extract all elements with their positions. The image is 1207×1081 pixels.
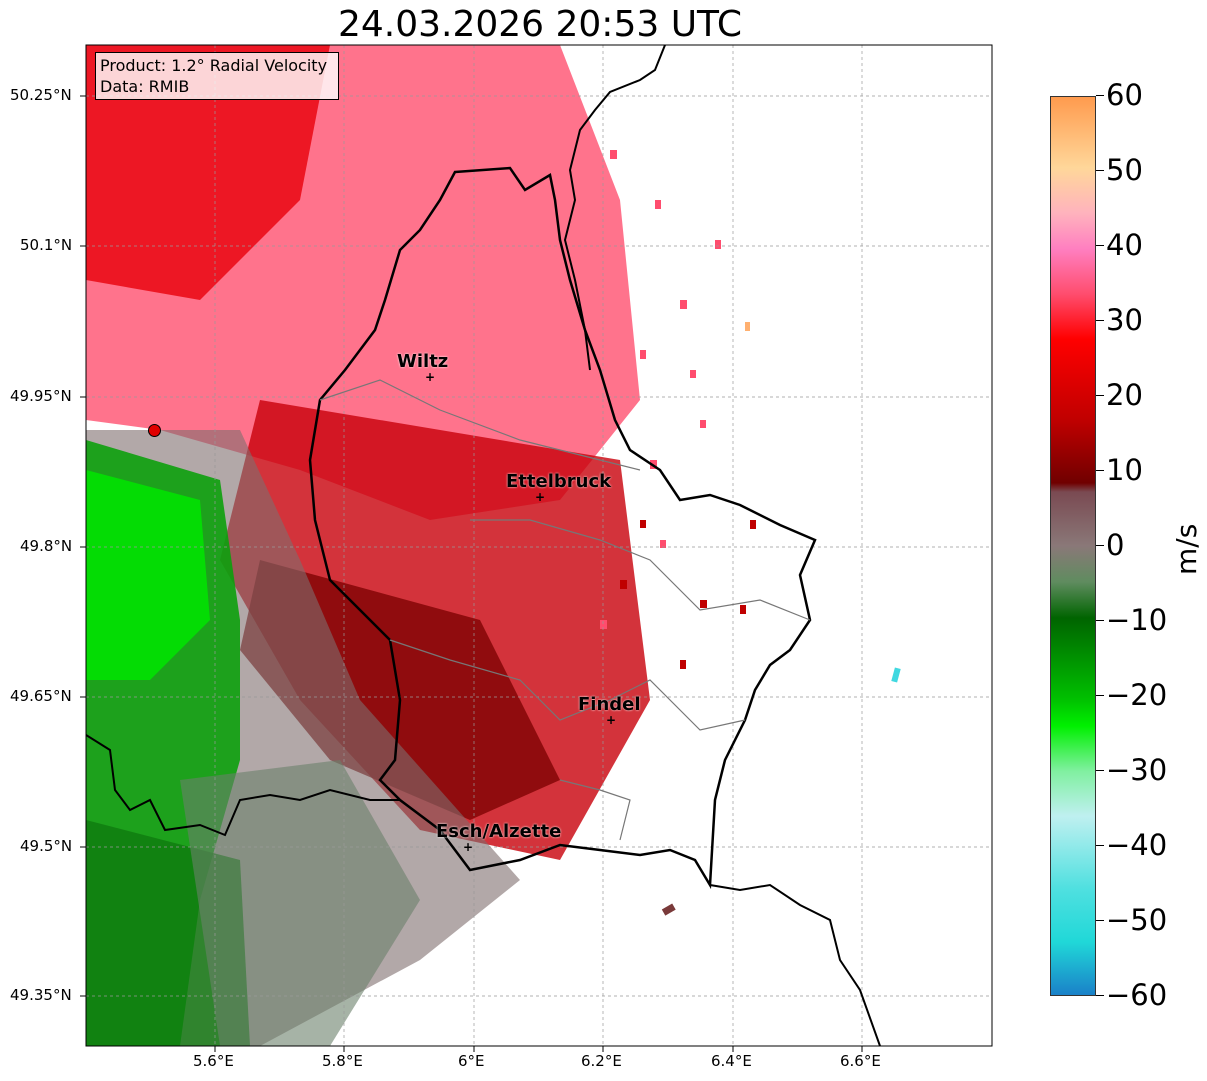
city-label-findel: Findel bbox=[578, 694, 641, 715]
radar-field bbox=[86, 45, 992, 1046]
lat-tick: 49.35°N bbox=[10, 986, 72, 1004]
colorbar-tick: 50 bbox=[1096, 153, 1143, 187]
colorbar-tick: 20 bbox=[1096, 378, 1143, 412]
colorbar-tick: −20 bbox=[1095, 678, 1168, 712]
colorbar-tick: −10 bbox=[1095, 603, 1168, 637]
colorbar bbox=[1050, 96, 1096, 996]
colorbar-tick: −60 bbox=[1095, 978, 1168, 1012]
colorbar-tick: −40 bbox=[1095, 828, 1168, 862]
city-marker: + bbox=[463, 840, 474, 854]
lat-tick: 50.1°N bbox=[20, 236, 73, 254]
colorbar-tick: −50 bbox=[1095, 903, 1168, 937]
lat-tick: 49.8°N bbox=[20, 537, 73, 555]
colorbar-tick: −30 bbox=[1095, 753, 1168, 787]
lat-tick: 49.65°N bbox=[10, 687, 72, 705]
luxembourg-border bbox=[308, 166, 817, 890]
colorbar-tick: 10 bbox=[1096, 453, 1143, 487]
colorbar-tick: 30 bbox=[1096, 303, 1143, 337]
city-label-esch-alzette: Esch/Alzette bbox=[436, 821, 562, 842]
colorbar-tick: 0 bbox=[1095, 528, 1125, 562]
lat-tick: 49.95°N bbox=[10, 387, 72, 405]
lat-tick: 50.25°N bbox=[10, 86, 72, 104]
city-marker: + bbox=[606, 713, 617, 727]
lat-tick: 49.5°N bbox=[20, 837, 73, 855]
colorbar-tick: 40 bbox=[1096, 228, 1143, 262]
lon-tick: 5.8°E bbox=[322, 1052, 363, 1070]
radar-site-marker bbox=[148, 424, 161, 437]
lon-tick: 6.6°E bbox=[840, 1052, 881, 1070]
colorbar-gradient bbox=[1050, 96, 1096, 996]
city-marker: + bbox=[425, 370, 436, 384]
product-info-box: Product: 1.2° Radial Velocity Data: RMIB bbox=[95, 52, 339, 100]
city-label-wiltz: Wiltz bbox=[397, 351, 449, 372]
data-source-label: Data: RMIB bbox=[100, 77, 190, 96]
lon-tick: 6.2°E bbox=[581, 1052, 622, 1070]
lon-tick: 5.6°E bbox=[193, 1052, 234, 1070]
colorbar-unit-label: m/s bbox=[1170, 523, 1203, 575]
map-title: 24.03.2026 20:53 UTC bbox=[337, 4, 743, 45]
city-label-ettelbruck: Ettelbruck bbox=[506, 471, 612, 492]
city-marker: + bbox=[535, 490, 546, 504]
colorbar-tick: 60 bbox=[1096, 78, 1143, 112]
lon-tick: 6.4°E bbox=[711, 1052, 752, 1070]
lon-tick: 6°E bbox=[458, 1052, 485, 1070]
product-label: Product: 1.2° Radial Velocity bbox=[100, 56, 328, 75]
